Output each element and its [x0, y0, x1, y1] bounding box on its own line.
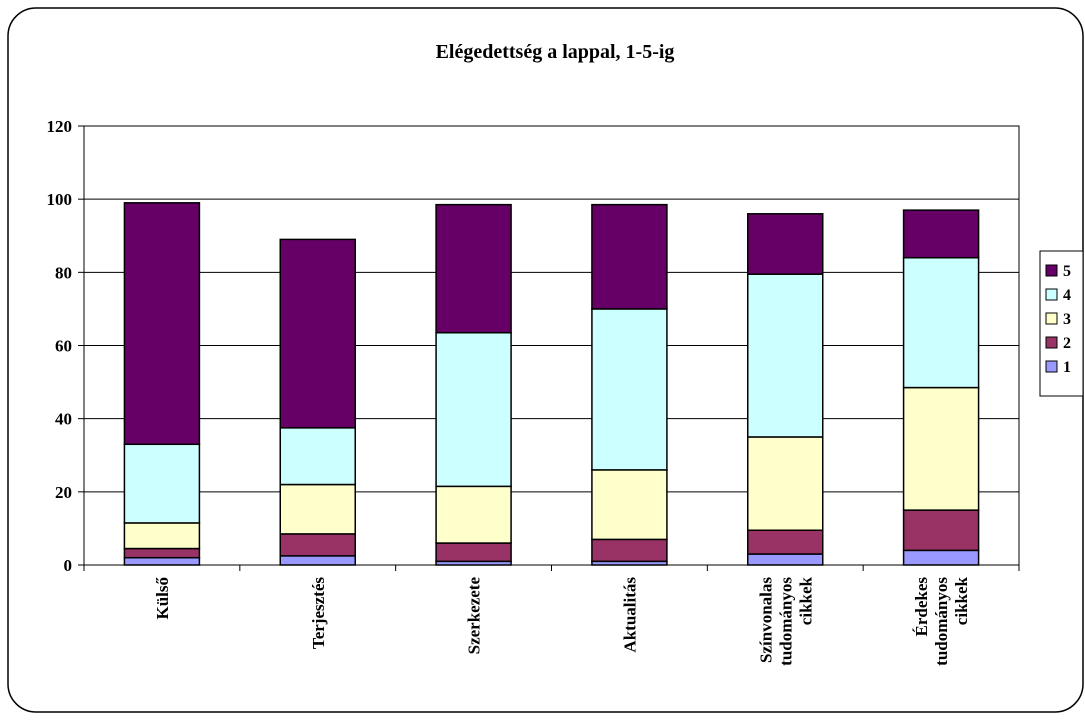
- legend-swatch-1: [1045, 360, 1058, 373]
- bar-segment-4-3: [435, 331, 512, 488]
- bar-segment-5-1: [123, 202, 201, 446]
- bar-segment-5-5: [747, 213, 824, 275]
- legend-swatch-3: [1045, 312, 1058, 325]
- y-tick-label: 80: [55, 263, 72, 282]
- bar-segment-1-6: [902, 549, 980, 566]
- bars-layer: [123, 202, 980, 566]
- bar-segment-3-4: [591, 469, 668, 541]
- bar-segment-4-4: [591, 308, 668, 471]
- x-tick-label: Külső: [153, 577, 172, 620]
- bar-segment-5-2: [279, 238, 356, 429]
- bar-segment-3-3: [435, 485, 512, 544]
- y-tick-label: 20: [55, 483, 72, 502]
- bar-segment-2-1: [123, 547, 201, 559]
- y-tick-label: 120: [47, 117, 73, 136]
- bar-segment-2-4: [591, 538, 668, 563]
- bar-segment-2-3: [435, 542, 512, 563]
- y-tick-label: 60: [55, 337, 72, 356]
- legend-label-2: 2: [1063, 335, 1071, 352]
- bar-segment-1-1: [123, 556, 201, 566]
- x-tick-label-line: Színvonalas: [756, 577, 775, 663]
- bar-segment-4-1: [123, 443, 201, 524]
- bar-segment-4-6: [902, 256, 980, 389]
- x-tick-label: Terjesztés: [309, 577, 328, 649]
- y-tick-label: 40: [55, 410, 72, 429]
- legend-swatch-5: [1045, 264, 1058, 277]
- bar-segment-2-5: [747, 529, 824, 555]
- x-tick-label-line: Aktualitás: [620, 577, 639, 653]
- legend-label-4: 4: [1063, 287, 1071, 304]
- legend-swatch-4: [1045, 288, 1058, 301]
- legend-label-3: 3: [1063, 311, 1071, 328]
- x-tick-label-line: tudományos: [776, 577, 795, 666]
- x-tick-label: Aktualitás: [620, 577, 639, 653]
- bar-segment-5-6: [902, 209, 980, 259]
- chart-title: Elégedettség a lappal, 1-5-ig: [436, 41, 675, 63]
- bar-segment-3-6: [902, 386, 980, 511]
- bar-segment-4-5: [747, 273, 824, 438]
- axes-layer: 0 20 40 60 80 100 120 Külső Terjesztés Szerkezete…: [47, 117, 1020, 666]
- bar-segment-3-2: [279, 483, 356, 535]
- y-tick-label: 100: [47, 190, 73, 209]
- bar-segment-5-3: [435, 203, 512, 334]
- bar-segment-2-2: [279, 533, 356, 557]
- bar-segment-3-1: [123, 522, 201, 550]
- bar-segment-3-5: [747, 436, 824, 531]
- legend-label-1: 1: [1063, 359, 1071, 376]
- legend-label-5: 5: [1063, 263, 1071, 280]
- bar-segment-1-5: [747, 553, 824, 566]
- x-tick-label: Érdekes tudományos cikkek: [912, 576, 971, 665]
- x-tick-label-line: Terjesztés: [309, 577, 328, 649]
- x-tick-label-line: cikkek: [796, 576, 815, 625]
- x-tick-label-line: cikkek: [952, 576, 971, 625]
- x-tick-label-line: Külső: [153, 577, 172, 620]
- bar-segment-1-2: [279, 555, 356, 566]
- bar-segment-2-6: [902, 509, 980, 552]
- bar-segment-5-4: [591, 203, 668, 310]
- legend-swatch-2: [1045, 336, 1058, 349]
- bar-segment-4-2: [279, 427, 356, 486]
- x-tick-label-line: Szerkezete: [465, 577, 484, 655]
- x-tick-label-line: Érdekes: [912, 577, 931, 637]
- x-tick-label-line: tudományos: [932, 577, 951, 666]
- x-tick-label: Színvonalas tudományos cikkek: [756, 576, 815, 665]
- y-tick-label: 0: [64, 556, 73, 575]
- x-tick-label: Szerkezete: [465, 577, 484, 655]
- legend: 5 4 3 2 1: [1039, 250, 1084, 397]
